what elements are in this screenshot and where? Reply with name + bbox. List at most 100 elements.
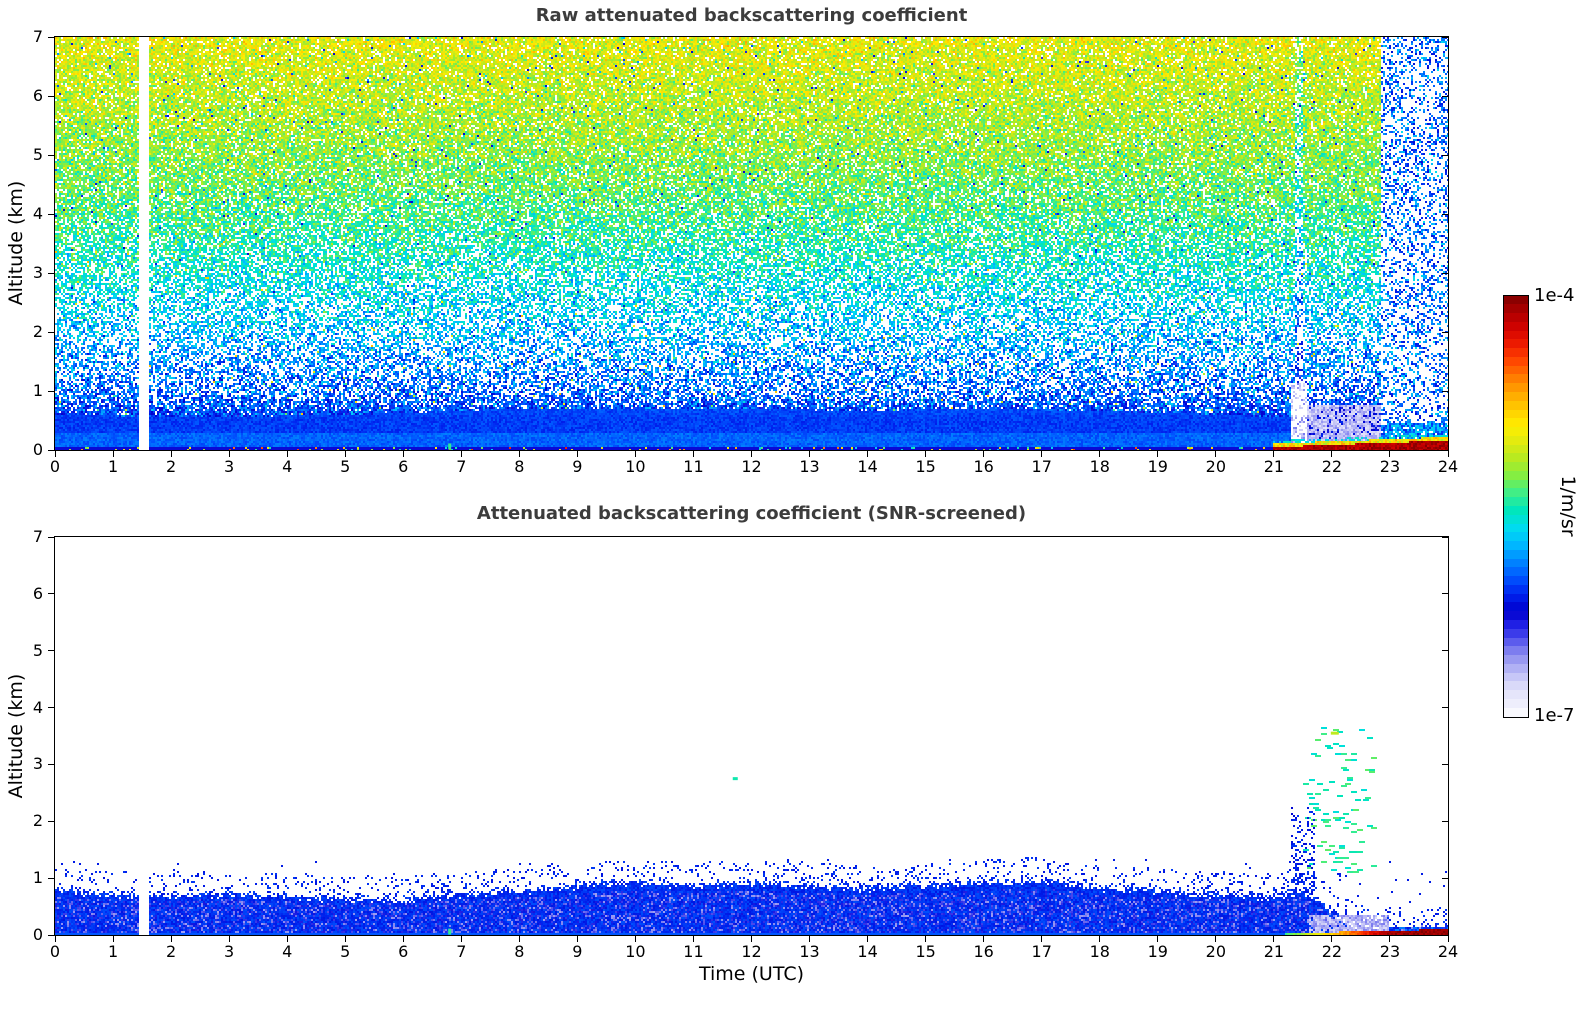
x-tick-label: 10: [625, 942, 646, 961]
x-tick-label: 5: [340, 942, 351, 961]
raw-heatmap-canvas: [55, 37, 1448, 450]
x-tick-mark: [751, 936, 752, 942]
y-tick-label: 4: [32, 697, 43, 717]
x-tick-mark: [983, 451, 985, 457]
y-tick-mark: [48, 763, 54, 765]
x-tick-mark: [576, 451, 578, 457]
x-tick-mark: [460, 936, 462, 942]
x-tick-label: 20: [1205, 457, 1226, 476]
x-tick-label: 18: [1089, 457, 1110, 476]
screened-plot-title: Attenuated backscattering coefficient (S…: [476, 503, 1027, 524]
x-tick-mark: [518, 451, 520, 457]
x-tick-label: 8: [514, 457, 525, 476]
x-tick-label: 13: [799, 457, 820, 476]
y-tick-mark: [1442, 593, 1448, 595]
x-tick-mark: [170, 451, 172, 457]
x-tick-label: 23: [1379, 942, 1401, 961]
y-tick-mark: [1442, 877, 1448, 879]
x-tick-mark: [1389, 936, 1391, 942]
x-tick-mark: [809, 936, 811, 942]
y-tick-mark: [48, 536, 54, 538]
x-tick-mark: [54, 936, 56, 942]
y-tick-mark: [48, 934, 54, 936]
x-tick-label: 4: [282, 457, 293, 476]
x-tick-label: 3: [224, 942, 235, 961]
y-tick-mark: [1442, 536, 1448, 538]
x-tick-label: 1: [107, 942, 119, 961]
y-tick-label: 0: [32, 925, 43, 944]
y-tick-label: 1: [32, 868, 43, 888]
y-tick-label: 6: [32, 86, 43, 105]
colorbar-canvas: [1504, 296, 1528, 717]
y-tick-label: 1: [32, 381, 43, 400]
y-tick-mark: [48, 877, 54, 879]
y-tick-mark: [48, 272, 54, 274]
x-tick-label: 21: [1263, 942, 1285, 961]
x-tick-label: 9: [572, 942, 583, 961]
xlabel: Time (UTC): [698, 963, 805, 985]
x-tick-label: 19: [1147, 942, 1168, 961]
y-tick-mark: [1442, 707, 1448, 709]
x-tick-label: 14: [857, 942, 878, 961]
y-tick-label: 7: [32, 27, 43, 46]
y-tick-mark: [48, 331, 54, 333]
x-tick-label: 5: [340, 457, 351, 476]
x-tick-label: 6: [398, 942, 409, 961]
x-tick-label: 14: [857, 457, 878, 476]
x-tick-label: 15: [915, 942, 936, 961]
x-tick-label: 22: [1321, 942, 1343, 961]
y-tick-label: 7: [32, 527, 43, 546]
x-tick-label: 16: [973, 457, 994, 476]
x-tick-mark: [751, 451, 752, 457]
y-tick-mark: [1442, 213, 1448, 215]
x-tick-label: 10: [625, 457, 646, 476]
x-tick-label: 12: [741, 457, 762, 476]
y-tick-mark: [48, 390, 54, 392]
raw-plot-title: Raw attenuated backscattering coefficien…: [535, 5, 968, 26]
x-tick-label: 11: [683, 457, 704, 476]
y-tick-label: 0: [32, 440, 43, 459]
y-tick-mark: [48, 449, 54, 451]
x-tick-label: 12: [741, 942, 762, 961]
x-tick-label: 9: [572, 457, 583, 476]
x-tick-label: 13: [799, 942, 820, 961]
x-tick-mark: [692, 451, 694, 457]
colorbar-min-label: 1e-7: [1534, 705, 1575, 726]
x-tick-label: 22: [1321, 457, 1343, 476]
x-tick-label: 18: [1089, 942, 1110, 961]
x-tick-label: 4: [282, 942, 293, 961]
x-tick-label: 2: [165, 457, 177, 476]
x-tick-mark: [344, 936, 346, 942]
y-tick-mark: [1442, 390, 1448, 392]
x-tick-label: 11: [683, 942, 704, 961]
x-tick-mark: [1389, 451, 1391, 457]
y-tick-mark: [1442, 763, 1448, 765]
x-tick-mark: [925, 451, 927, 457]
y-tick-mark: [1442, 95, 1448, 97]
y-tick-mark: [1442, 36, 1448, 38]
y-tick-mark: [48, 707, 54, 709]
x-tick-mark: [1215, 451, 1217, 457]
x-tick-mark: [867, 936, 869, 942]
y-tick-mark: [48, 154, 54, 156]
x-tick-label: 0: [49, 457, 61, 476]
x-tick-mark: [634, 451, 636, 457]
y-tick-mark: [48, 95, 54, 97]
colorbar-unit-label: 1/m/sr: [1557, 475, 1579, 537]
x-tick-mark: [1041, 451, 1043, 457]
x-tick-mark: [1447, 451, 1449, 457]
x-tick-mark: [1331, 451, 1333, 457]
y-tick-label: 3: [32, 754, 43, 774]
x-tick-label: 19: [1147, 457, 1168, 476]
x-tick-mark: [1215, 936, 1217, 942]
x-tick-mark: [925, 936, 927, 942]
screened-heatmap-canvas: [55, 537, 1448, 935]
x-tick-label: 24: [1437, 942, 1459, 961]
y-tick-label: 5: [32, 145, 43, 164]
y-tick-label: 6: [32, 583, 43, 603]
x-tick-mark: [809, 451, 811, 457]
y-tick-mark: [1442, 154, 1448, 156]
y-tick-label: 3: [32, 263, 43, 282]
x-tick-mark: [286, 936, 288, 942]
x-tick-mark: [1273, 936, 1275, 942]
